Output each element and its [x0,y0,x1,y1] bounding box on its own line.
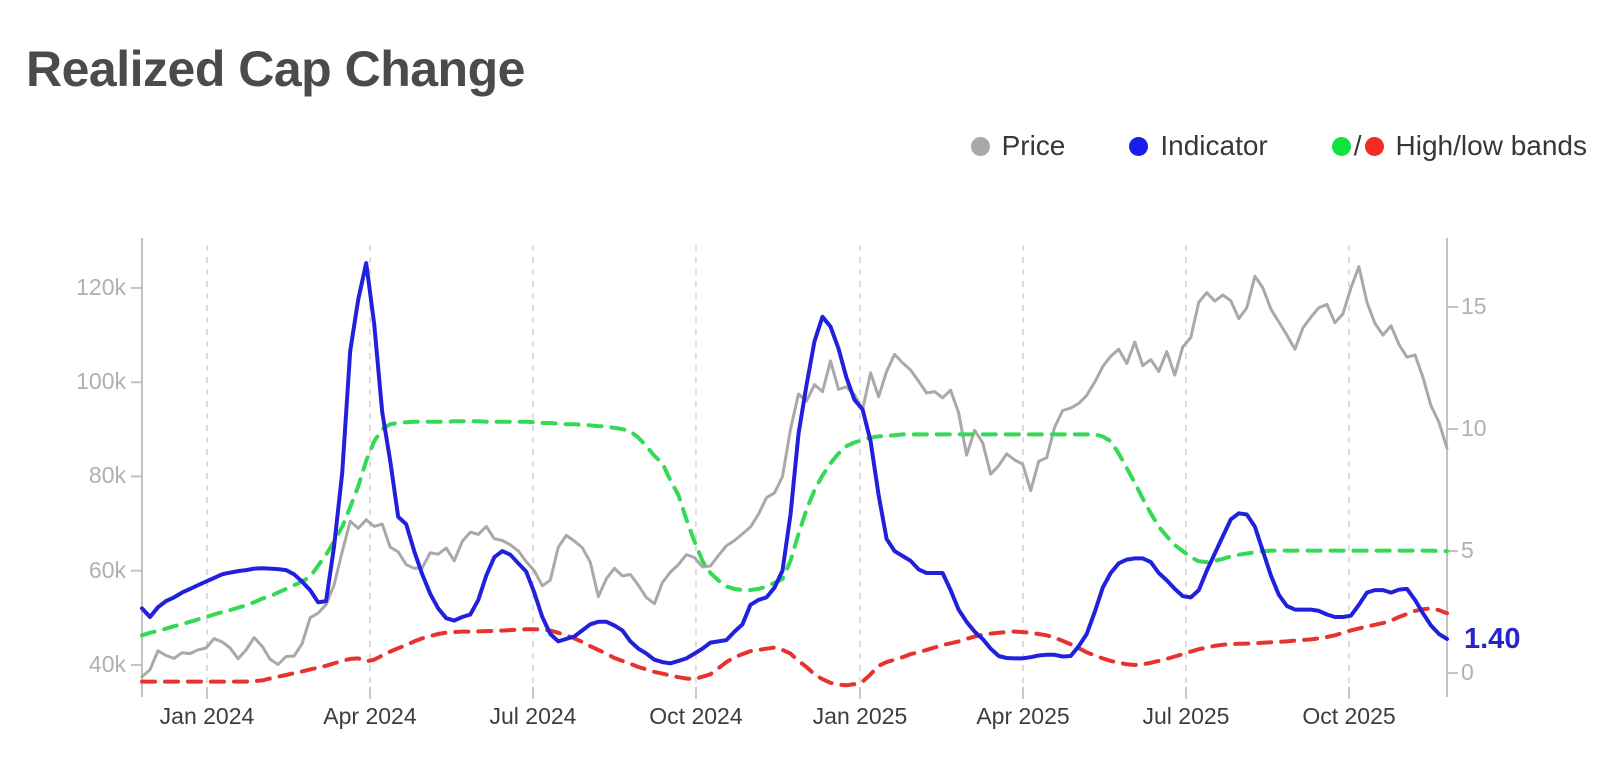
y-axis-left-tick-label: 120k [76,273,126,300]
legend-label-indicator: Indicator [1160,130,1268,161]
legend-item-price[interactable]: Price [970,130,1066,162]
legend-label-bands: High/low bands [1395,130,1587,161]
series-price [140,265,1449,679]
chart-legend: Price Indicator / High/low bands [970,130,1587,162]
x-axis-tick-label: Jul 2024 [489,703,577,729]
band-dots: / [1331,130,1384,162]
y-axis-right-tick-label: 10 [1461,415,1487,442]
x-axis-tick-label: Oct 2025 [1302,703,1396,729]
legend-item-indicator[interactable]: Indicator [1129,130,1268,162]
high-band-legend-dot-icon [1331,136,1351,156]
series-high-band [140,419,1449,638]
legend-label-price: Price [1001,130,1066,161]
x-axis-tick-label: Jul 2025 [1142,703,1230,729]
x-axis-tick-label: Oct 2024 [649,703,743,729]
band-separator: / [1353,130,1362,161]
y-axis-left-tick-label: 40k [88,650,126,677]
y-axis-right-tick-label: 15 [1461,293,1487,320]
series-indicator [140,261,1449,666]
y-axis-right-tick-label: 5 [1461,537,1474,564]
price-legend-dot-icon [970,136,990,156]
y-axis-left-tick-label: 60k [88,556,126,583]
page-title: Realized Cap Change [26,40,525,97]
indicator-current-value: 1.40 [1464,622,1521,655]
series-low-band [140,606,1449,688]
x-axis-tick-label: Jan 2024 [159,703,255,729]
x-axis-tick-label: Jan 2025 [812,703,908,729]
low-band-legend-dot-icon [1364,136,1384,156]
x-axis-tick-label: Apr 2024 [323,703,417,729]
indicator-legend-dot-icon [1129,136,1149,156]
y-axis-left-tick-label: 80k [88,462,126,489]
legend-item-bands[interactable]: / High/low bands [1331,130,1587,162]
y-axis-left-tick-label: 100k [76,368,126,395]
y-axis-right-tick-label: 0 [1461,659,1474,686]
x-axis-tick-label: Apr 2025 [976,703,1070,729]
